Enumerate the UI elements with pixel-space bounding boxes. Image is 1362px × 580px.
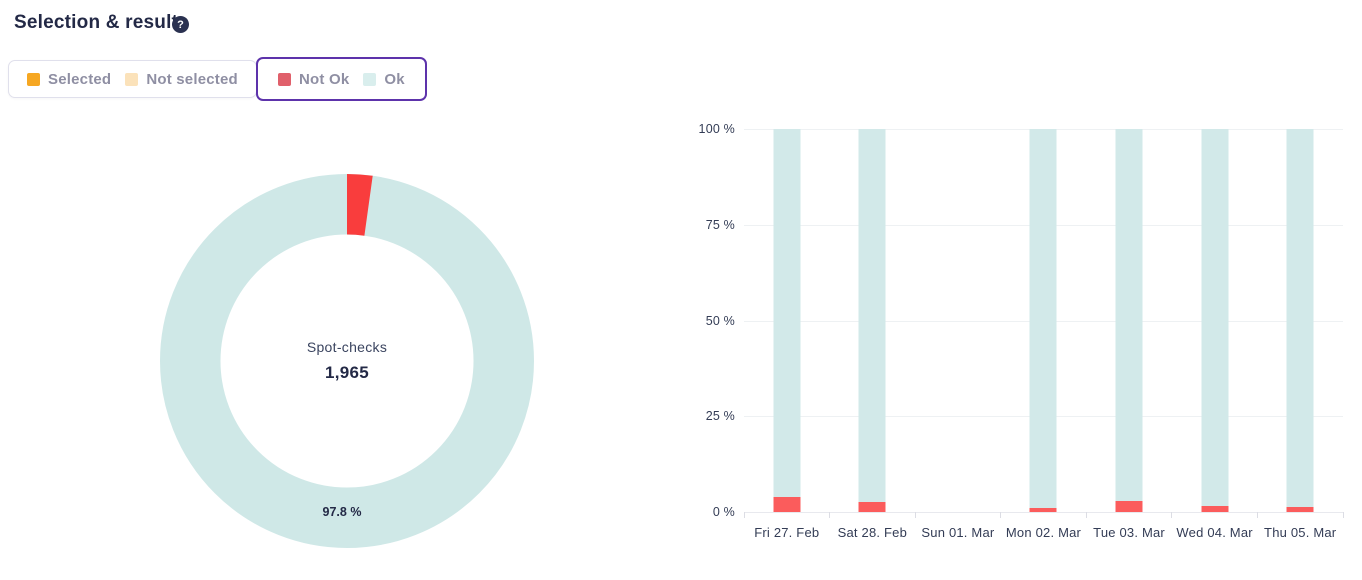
x-axis-tick	[914, 512, 916, 518]
y-axis-label: 75 %	[705, 217, 735, 232]
legend-toggle-results[interactable]: Not Ok Ok	[256, 57, 427, 101]
x-axis-tick	[1171, 512, 1173, 518]
legend-label-selected: Selected	[48, 70, 112, 88]
bar-column: Fri 27. Feb	[744, 129, 830, 540]
bar-segment-not-ok[interactable]	[1115, 501, 1143, 512]
bar-column: Sat 28. Feb	[830, 129, 916, 540]
legend-item-selected[interactable]: Selected	[27, 71, 111, 88]
legend-item-not-ok[interactable]: Not Ok	[278, 71, 349, 88]
help-icon[interactable]: ?	[172, 16, 189, 33]
legend-label-not-ok: Not Ok	[299, 70, 350, 88]
bar-segment-ok[interactable]	[1201, 129, 1229, 507]
y-axis-label: 50 %	[705, 313, 735, 328]
x-axis-label: Mon 02. Mar	[1005, 525, 1082, 540]
donut-svg	[160, 174, 534, 548]
not-ok-swatch-icon	[278, 72, 291, 86]
bar-segment-not-ok[interactable]	[1029, 508, 1057, 512]
bar-segment-ok[interactable]	[773, 129, 801, 497]
x-axis-label: Thu 05. Mar	[1264, 525, 1337, 540]
x-axis-label: Fri 27. Feb	[754, 525, 820, 540]
ok-swatch-icon	[363, 72, 377, 86]
x-axis-label: Wed 04. Mar	[1176, 525, 1253, 540]
bar-segment-not-ok[interactable]	[1286, 507, 1314, 512]
x-axis-tick	[743, 512, 745, 518]
legend-item-not-selected[interactable]: Not selected	[125, 71, 238, 88]
not-selected-swatch-icon	[125, 72, 139, 86]
legend-label-ok: Ok	[384, 70, 405, 88]
y-axis-label: 25 %	[705, 409, 735, 424]
bar-chart-plot-area: 0 % 25 % 50 % 75 % 100 % Fri 27. Feb Sat 28. F…	[699, 122, 1344, 540]
x-axis-label: Sat 28. Feb	[837, 525, 908, 540]
x-axis-tick	[829, 512, 831, 518]
x-axis-tick	[1000, 512, 1002, 518]
bar-column: Tue 03. Mar	[1086, 129, 1172, 540]
donut-slice-ok[interactable]	[160, 174, 534, 548]
selected-swatch-icon	[27, 72, 40, 86]
y-axis-label: 100 %	[698, 122, 735, 136]
page-title: Selection & results	[14, 12, 189, 33]
bar-segment-not-ok[interactable]	[1201, 506, 1229, 512]
x-axis-tick	[1256, 512, 1258, 518]
bar-segment-ok[interactable]	[858, 129, 886, 503]
donut-slice-not-ok[interactable]	[160, 174, 534, 548]
bar-column: Mon 02. Mar	[1001, 129, 1087, 540]
bar-segment-ok[interactable]	[1115, 129, 1143, 502]
bar-column: Thu 05. Mar	[1257, 129, 1343, 540]
bar-segment-ok[interactable]	[1029, 129, 1057, 509]
bar-segment-ok[interactable]	[1286, 129, 1314, 508]
legend-toggle-selection[interactable]: Selected Not selected	[8, 60, 257, 98]
x-axis-tick	[1342, 512, 1344, 518]
x-axis-label: Sun 01. Mar	[921, 525, 995, 540]
bar-segment-not-ok[interactable]	[773, 496, 801, 512]
y-axis-label: 0 %	[712, 505, 735, 519]
bar-column: Wed 04. Mar	[1172, 129, 1258, 540]
donut-chart[interactable]	[157, 171, 537, 551]
legend-label-not-selected: Not selected	[146, 70, 238, 88]
x-axis-label: Tue 03. Mar	[1093, 525, 1165, 540]
legend-item-ok[interactable]: Ok	[363, 70, 405, 88]
bar-segment-not-ok[interactable]	[858, 502, 886, 512]
bar-column: Sun 01. Mar	[915, 129, 1001, 540]
x-axis-tick	[1085, 512, 1087, 518]
